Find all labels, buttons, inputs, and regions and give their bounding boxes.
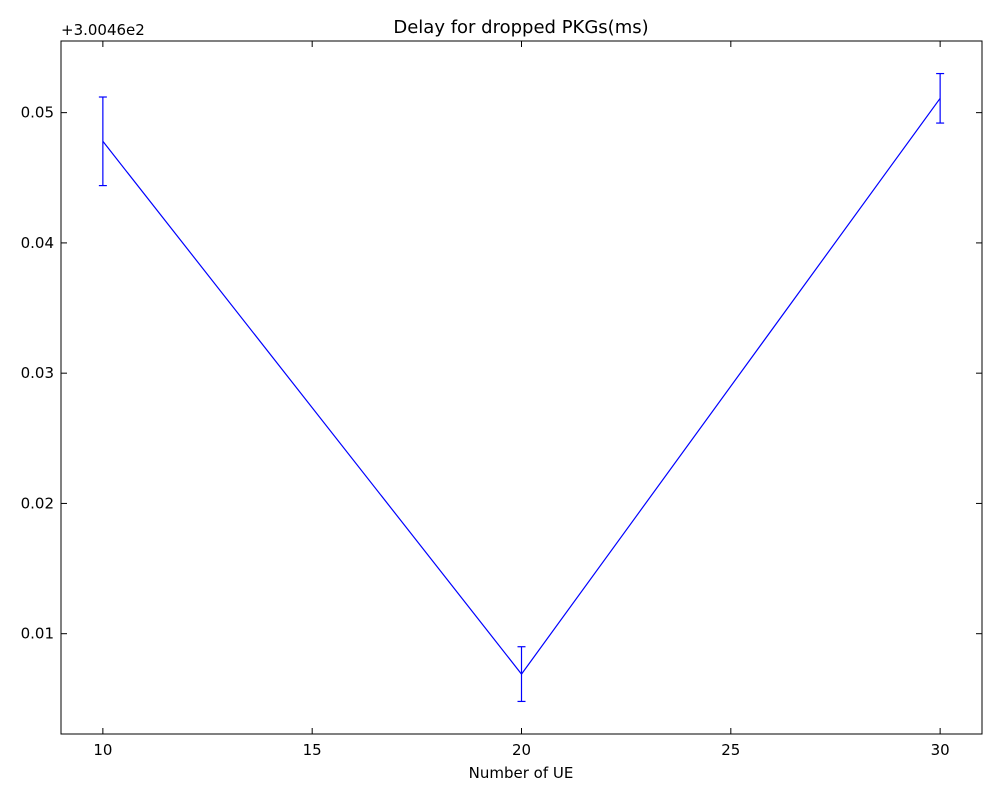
y-tick-label: 0.01 (21, 625, 54, 643)
y-tick-label: 0.04 (21, 234, 54, 252)
plot-area (98, 72, 945, 703)
axis-ticks: 10 15 20 25 30 0.01 0.02 0.03 0.04 0.05 (21, 41, 982, 759)
y-tick-label: 0.02 (21, 494, 54, 512)
x-tick-label: 15 (303, 741, 322, 759)
x-tick-label: 30 (931, 741, 950, 759)
x-tick-label: 20 (512, 741, 531, 759)
y-tick-label: 0.05 (21, 104, 54, 122)
x-tick-label: 10 (93, 741, 112, 759)
plot-frame (60, 40, 983, 735)
x-axis-label: Number of UE (469, 764, 574, 782)
x-tick-label: 25 (721, 741, 740, 759)
y-tick-label: 0.03 (21, 364, 54, 382)
y-offset-label: +3.0046e2 (61, 21, 145, 39)
chart-title: Delay for dropped PKGs(ms) (393, 17, 648, 38)
